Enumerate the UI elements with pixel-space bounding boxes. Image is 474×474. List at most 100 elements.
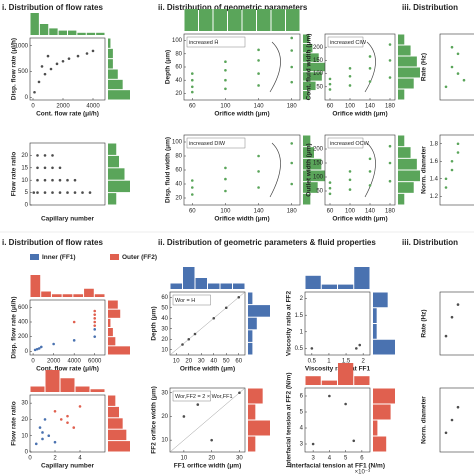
point (40, 65, 44, 68)
point (41, 431, 44, 434)
point (93, 324, 97, 327)
point (58, 166, 62, 170)
histogram-bar (77, 32, 86, 35)
annotation-box (327, 36, 364, 48)
point (93, 320, 97, 324)
histogram-bar (248, 342, 253, 355)
y-tick-label: 0 (25, 95, 29, 101)
annotation-box (327, 137, 364, 149)
point (444, 85, 448, 89)
y-tick-label: 5 (25, 190, 29, 196)
point (238, 391, 241, 395)
x-tick-label: 60 (189, 104, 196, 110)
histogram-bar (271, 9, 285, 31)
y-axis-label: Disp. flow rate (μl/h) (11, 296, 18, 358)
x-tick-label: 10 (173, 359, 180, 365)
point (290, 65, 294, 69)
y-tick-label: 500 (18, 69, 29, 75)
point (290, 142, 294, 145)
histogram-bar (398, 34, 405, 45)
point (368, 184, 372, 187)
point (37, 80, 41, 84)
y-tick-label: 150 (313, 58, 324, 64)
point (41, 437, 44, 441)
point (310, 347, 314, 350)
histogram-bar (108, 441, 130, 452)
y-tick-label: 20 (21, 153, 28, 159)
x-axis-label: Capillary number (41, 463, 95, 470)
x-tick-label: 4 (78, 456, 82, 462)
legend-label: Inner (FF1) (42, 254, 76, 261)
point (224, 60, 227, 64)
x-tick-label: 0 (31, 359, 35, 365)
section-title: i. Distribution of flow rates (2, 238, 103, 247)
histogram-bar (248, 388, 263, 404)
point (73, 178, 77, 182)
histogram-bar (45, 370, 60, 392)
histogram-bar (373, 339, 395, 355)
y-axis-label: Disp. fluid width (μm) (165, 137, 172, 203)
point (47, 434, 51, 438)
histogram-bar (199, 9, 213, 31)
x-tick-label: 5 (344, 456, 348, 462)
point (257, 72, 260, 75)
annotation: Wor,FF2 = 2 × Wor,FF1 (175, 394, 233, 400)
y-tick-label: 1.8 (430, 141, 439, 147)
x-tick-label: 4 (328, 456, 332, 462)
point (388, 161, 392, 165)
point (88, 191, 92, 194)
histogram-bar (303, 81, 316, 91)
histogram-bar (398, 147, 411, 158)
histogram-bar (354, 267, 370, 289)
point (51, 178, 54, 182)
histogram-bar (220, 283, 232, 289)
point (348, 170, 352, 173)
y-axis-label: Depth (μm) (151, 306, 158, 340)
y-tick-label: 40 (175, 78, 182, 84)
plot-frame (439, 387, 474, 453)
x-tick-label: 6000 (88, 359, 102, 365)
point (36, 154, 39, 157)
point (72, 339, 76, 342)
y-tick-label: 10 (21, 178, 28, 184)
y-tick-label: 10 (161, 347, 168, 353)
y-tick-label: 4 (300, 426, 304, 432)
y-axis-label: Depth (μm) (165, 50, 172, 84)
histogram-bar (398, 67, 420, 78)
x-tick-label: 2 (53, 456, 57, 462)
y-axis-label: Outlet width (μm) (306, 143, 313, 196)
y-tick-label: 50 (316, 189, 323, 195)
y-tick-label: 20 (175, 91, 182, 97)
y-tick-label: 200 (313, 45, 324, 51)
y-axis-label: Flow rate ratio (11, 401, 18, 445)
point (358, 343, 362, 347)
x-axis-label: Cont. flow rate (μl/h) (36, 111, 99, 118)
x-tick-label: 60 (327, 209, 334, 215)
y-tick-label: 50 (161, 305, 168, 311)
x-tick-label: 140 (365, 104, 376, 110)
point (190, 186, 194, 189)
y-tick-label: 20 (175, 196, 182, 202)
y-tick-label: 20 (161, 414, 168, 420)
x-tick-label: 30 (236, 456, 243, 462)
histogram-bar (170, 283, 182, 289)
x-tick-label: 20 (185, 359, 192, 365)
y-tick-label: 0 (25, 349, 29, 355)
x-axis-label: Interfacial tension at FF1 (N/m) (290, 463, 385, 470)
point (224, 189, 227, 193)
point (355, 347, 358, 350)
x-tick-label: 2 (361, 359, 365, 365)
histogram-bar (90, 389, 105, 392)
histogram-bar (30, 275, 41, 297)
legend-swatch (30, 254, 39, 260)
annotation-box (172, 390, 211, 402)
histogram-bar (373, 436, 387, 452)
histogram-bar (86, 32, 96, 35)
histogram-bar (373, 388, 395, 404)
y-tick-label: 80 (175, 154, 182, 160)
histogram-bar (398, 45, 411, 56)
y-tick-label: 40 (161, 316, 168, 322)
point (93, 335, 97, 338)
point (52, 342, 55, 346)
histogram-bar (398, 182, 414, 193)
